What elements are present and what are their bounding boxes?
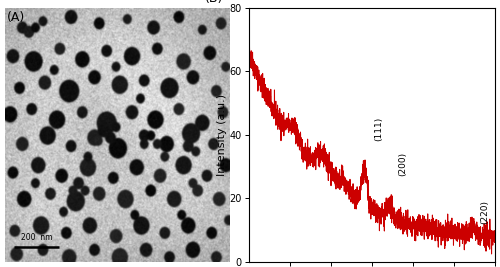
Text: (220): (220) <box>480 200 490 224</box>
Text: (A): (A) <box>7 10 26 23</box>
Text: (B): (B) <box>204 0 223 5</box>
Text: (200): (200) <box>398 152 407 176</box>
Text: (111): (111) <box>374 117 383 141</box>
Text: 200  nm: 200 nm <box>21 233 52 242</box>
Y-axis label: Intensity (a.u.): Intensity (a.u.) <box>216 94 226 176</box>
